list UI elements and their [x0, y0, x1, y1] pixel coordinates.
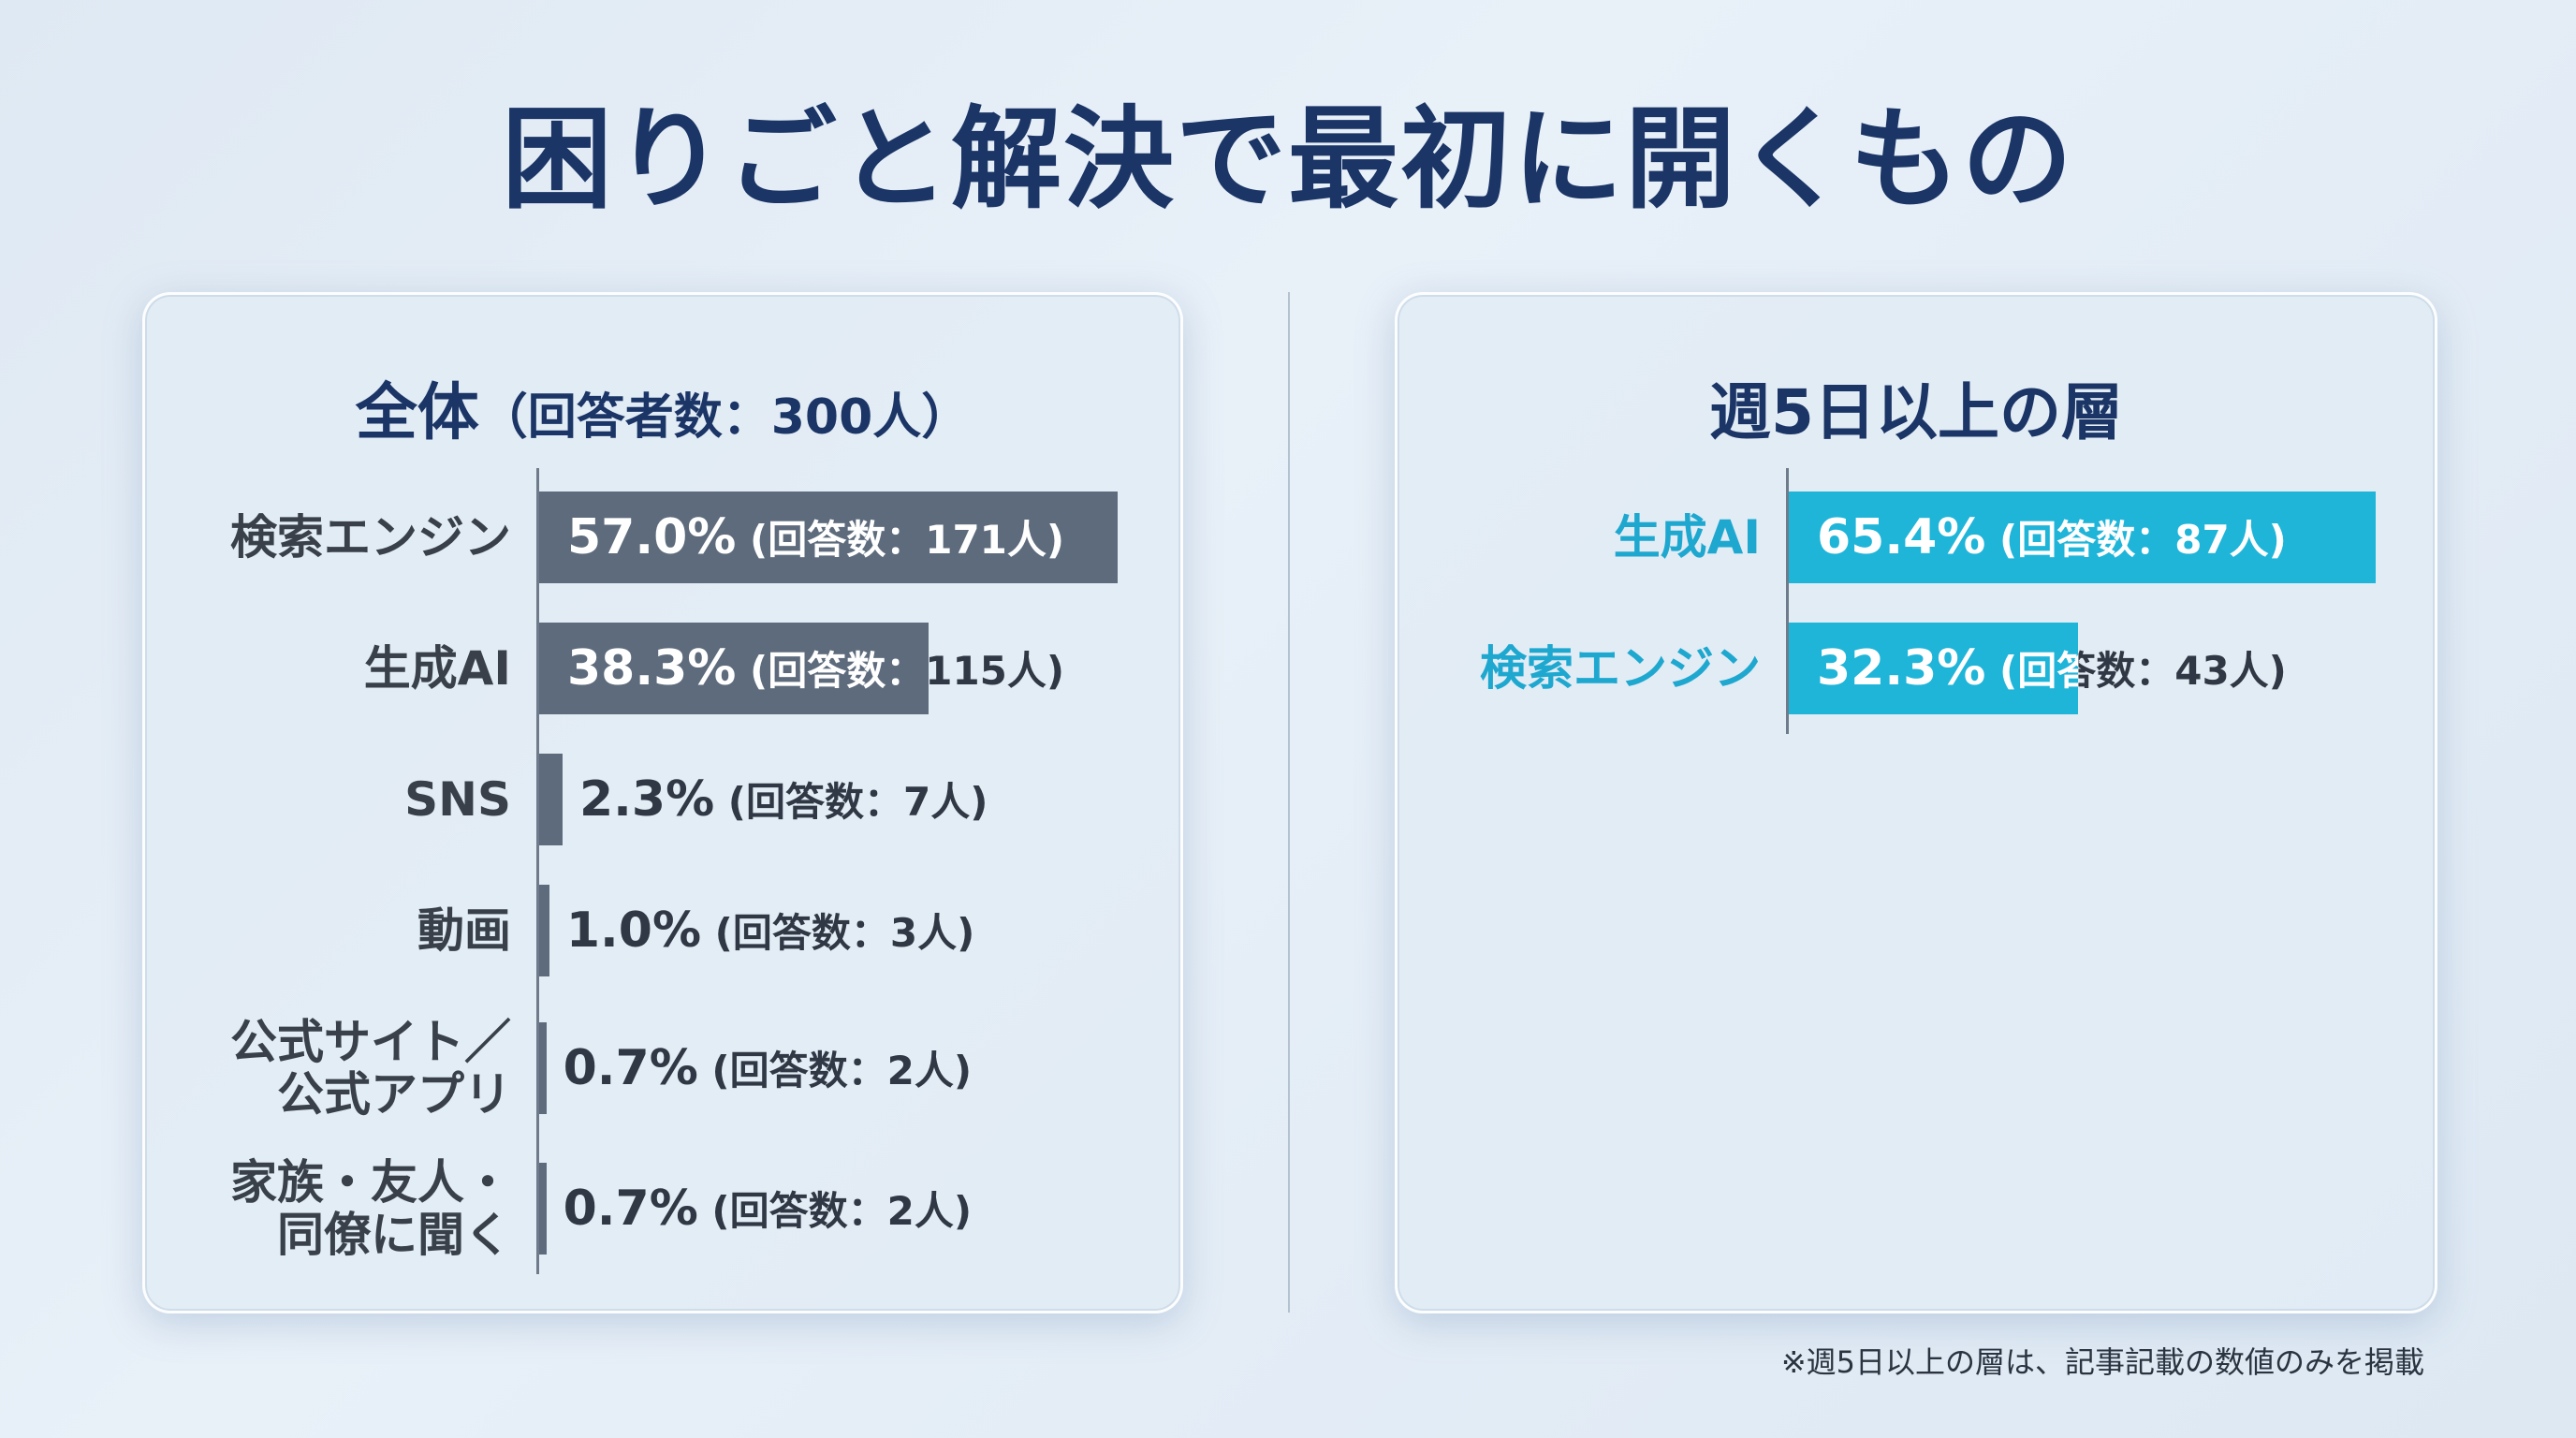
overall-category-label-line: SNS [404, 772, 511, 827]
overall-bar [539, 1022, 547, 1114]
overall-bar [539, 623, 929, 714]
overall-chart-heading: 全体（回答者数：300人） [145, 362, 1180, 452]
overall-category-label-line: 公式サイト／ [230, 1015, 511, 1069]
overall-count: (回答数：115人) [736, 648, 1065, 694]
overall-count: (回答数：3人) [701, 910, 975, 956]
overall-percent: 57.0% [567, 509, 737, 565]
overall-bar [539, 492, 1119, 583]
weekly-category-label-line: 検索エンジン [1480, 641, 1761, 696]
overall-count: (回答数：2人) [697, 1048, 973, 1093]
overall-value-label: 0.7% (回答数：2人) [564, 1022, 972, 1125]
panel-divider [1288, 292, 1290, 1313]
overall-category-label-line: 家族・友人・ [230, 1155, 511, 1210]
footnote: ※週5日以上の層は、記事記載の数値のみを掲載 [1780, 1344, 2424, 1380]
overall-value-label-overflow: 38.3% (回答数：115人) [929, 623, 1064, 726]
overall-percent: 1.0% [565, 902, 702, 959]
weekly-category-label-line: 生成AI [1613, 510, 1761, 565]
overall-value-label: 1.0% (回答数：3人) [566, 885, 974, 988]
overall-count: (回答数：2人) [697, 1188, 973, 1234]
weekly-bar [1789, 623, 2079, 714]
overall-category-label: 家族・友人・ 同僚に聞く [230, 1156, 511, 1261]
overall-category-label: 生成AI [364, 642, 511, 695]
page-title: 困りごと解決で最初に開くもの [501, 95, 2074, 224]
weekly-chart-title: 週5日以上の層 [1709, 376, 2123, 448]
overall-category-label-line: 生成AI [363, 641, 511, 696]
overall-chart-title: 全体 [355, 376, 479, 448]
overall-percent: 0.7% [563, 1181, 698, 1237]
overall-category-label-line: 検索エンジン [230, 510, 511, 565]
weekly-chart-heading: 週5日以上の層 [1398, 362, 2435, 452]
overall-value-label: 2.3% (回答数：7人) [579, 754, 988, 857]
weekly-category-label: 検索エンジン [1480, 642, 1761, 695]
overall-chart-subtitle: （回答者数：300人） [478, 389, 971, 446]
overall-value-label: 38.3% (回答数：115人) [567, 623, 1064, 726]
weekly-count: (回答数：87人) [1985, 517, 2287, 563]
overall-percent: 38.3% [567, 640, 737, 697]
weekly-category-label: 生成AI [1614, 511, 1761, 564]
overall-percent: 2.3% [578, 771, 715, 828]
weekly-percent: 65.4% [1817, 509, 1986, 565]
weekly-value-label: 65.4% (回答数：87人) [1817, 492, 2287, 594]
overall-category-label-line: 同僚に聞く [277, 1208, 511, 1262]
overall-chart-panel: 全体（回答者数：300人） 検索エンジン 57.0% (回答数：171人) 生成AI… [142, 292, 1183, 1313]
overall-count: (回答数：7人) [714, 779, 988, 825]
overall-category-label-line: 公式アプリ [277, 1067, 511, 1122]
overall-value-label: 57.0% (回答数：171人) [567, 492, 1064, 594]
overall-bar [539, 754, 563, 845]
overall-category-label: 検索エンジン [230, 511, 511, 564]
weekly-count: (回答数：43人) [1985, 648, 2287, 694]
weekly-value-label: 32.3% (回答数：43人) [1817, 623, 2287, 726]
weekly-count: (回答数：43人) [1985, 648, 2287, 694]
overall-category-label: 公式サイト／ 公式アプリ [230, 1016, 511, 1121]
overall-category-label-line: 動画 [417, 903, 511, 958]
overall-count: (回答数：171人) [736, 517, 1065, 563]
overall-category-label: SNS [404, 773, 511, 826]
weekly-percent: 32.3% [1817, 640, 1986, 697]
overall-percent: 0.7% [563, 1040, 698, 1096]
overall-axis [536, 468, 539, 1274]
weekly-value-label-overflow: 32.3% (回答数：43人) [1985, 623, 2287, 726]
overall-bar [539, 885, 549, 976]
overall-category-label: 動画 [417, 904, 511, 957]
weekly-axis [1786, 468, 1789, 734]
overall-count: (回答数：115人) [929, 648, 1064, 694]
overall-value-label: 0.7% (回答数：2人) [564, 1163, 972, 1266]
overall-bar [539, 1163, 547, 1255]
weekly-chart-panel: 週5日以上の層 生成AI 65.4% (回答数：87人) 検索エンジン 32.3% (… [1395, 292, 2437, 1313]
weekly-bar [1789, 492, 2376, 583]
